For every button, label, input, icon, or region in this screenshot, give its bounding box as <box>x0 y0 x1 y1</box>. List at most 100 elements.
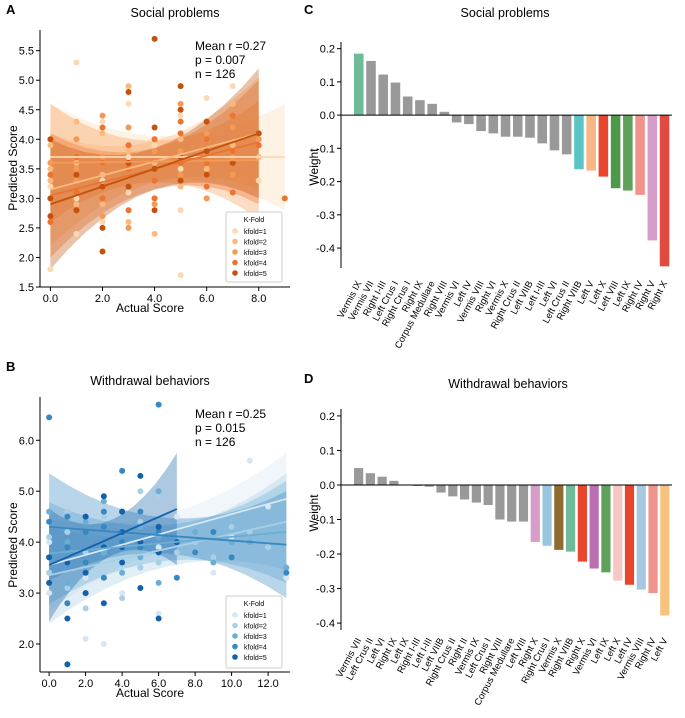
bar-left-iv <box>624 484 635 585</box>
legend-box <box>225 595 283 669</box>
data-point-kfold=2 <box>125 219 132 226</box>
data-point-kfold=5 <box>99 248 106 255</box>
bar-vermis-vii <box>366 60 376 116</box>
data-point-kfold=3 <box>155 488 162 495</box>
bar-vermis-x <box>500 115 511 137</box>
data-point-kfold=4 <box>64 544 71 551</box>
bar-left-x <box>598 115 609 177</box>
data-point-kfold=3 <box>155 579 162 586</box>
data-point-kfold=2 <box>100 513 107 520</box>
data-point-kfold=2 <box>229 100 236 107</box>
y-tick-label: 6.0 <box>19 435 34 447</box>
bar-right-ix <box>389 480 399 485</box>
data-point-kfold=3 <box>192 528 199 535</box>
legend-title: K-Fold <box>244 217 265 224</box>
data-point-kfold=1 <box>229 83 236 90</box>
data-point-kfold=1 <box>177 112 184 119</box>
y-tick-label: 4.0 <box>19 134 34 146</box>
bar-right-ii <box>460 484 470 500</box>
panel-d-ylabel: Weight <box>307 494 321 532</box>
bar-right-x <box>659 115 670 267</box>
x-tick-label: 2.0 <box>78 678 93 690</box>
data-point-kfold=5 <box>46 579 53 586</box>
bar-left-i-iii <box>424 484 434 487</box>
data-point-kfold=2 <box>173 549 180 556</box>
data-point-kfold=3 <box>177 171 184 178</box>
y-tick-label: 5.0 <box>19 75 34 87</box>
y-tick-label: 5.5 <box>19 46 34 58</box>
data-point-kfold=1 <box>119 590 126 597</box>
data-point-kfold=4 <box>203 183 210 190</box>
data-point-kfold=4 <box>151 195 158 202</box>
legend-marker-kfold=3 <box>232 249 238 255</box>
data-point-kfold=4 <box>177 130 184 137</box>
data-point-kfold=3 <box>64 539 71 546</box>
data-point-kfold=1 <box>283 574 290 581</box>
bar-left-crus-i <box>390 82 401 116</box>
data-point-kfold=3 <box>283 564 290 571</box>
bar-vermis-x <box>554 484 564 550</box>
bar-right-vi <box>488 115 499 134</box>
data-point-kfold=4 <box>99 195 106 202</box>
legend-marker-kfold=4 <box>232 643 238 650</box>
data-point-kfold=2 <box>151 230 158 237</box>
data-point-kfold=4 <box>137 508 144 515</box>
data-point-kfold=1 <box>203 94 210 101</box>
y-tick-label: -0.4 <box>316 243 335 255</box>
data-point-kfold=4 <box>229 112 236 119</box>
data-point-kfold=2 <box>155 493 162 500</box>
y-tick-label: 3.5 <box>19 164 34 176</box>
data-point-kfold=5 <box>177 177 184 184</box>
data-point-kfold=3 <box>82 518 89 525</box>
data-point-kfold=2 <box>137 518 144 525</box>
data-point-kfold=2 <box>125 83 132 90</box>
legend-label-kfold=4: kfold=4 <box>244 645 267 652</box>
data-point-kfold=5 <box>82 590 89 597</box>
legend-label-kfold=3: kfold=3 <box>244 634 267 641</box>
x-tick-label: 10.0 <box>221 678 242 690</box>
panel-b-ylabel: Predicted Score <box>6 502 20 588</box>
legend-label-kfold=3: kfold=3 <box>244 250 267 257</box>
data-point-kfold=5 <box>177 83 184 90</box>
legend-title: K-Fold <box>244 601 265 608</box>
data-point-kfold=5 <box>73 207 80 214</box>
panel-c-letter: C <box>304 2 314 17</box>
bar-left-viib <box>436 484 446 493</box>
fit-line-kfold=1 <box>48 497 287 566</box>
data-point-kfold=4 <box>151 136 158 143</box>
bar-vermis-ix <box>354 53 364 116</box>
data-point-kfold=4 <box>82 559 89 566</box>
data-point-kfold=3 <box>177 148 184 155</box>
data-point-kfold=5 <box>151 207 158 214</box>
data-point-kfold=1 <box>73 230 80 237</box>
y-tick-label: 2.0 <box>19 639 34 651</box>
data-point-kfold=4 <box>173 574 180 581</box>
bar-right-viib <box>566 484 576 552</box>
y-tick-label: -0.3 <box>316 584 335 596</box>
data-point-kfold=2 <box>47 165 54 172</box>
panel-a-ylabel: Predicted Score <box>6 125 20 211</box>
legend-label-kfold=2: kfold=2 <box>244 624 267 631</box>
panel-a-title: Social problems <box>131 6 220 20</box>
data-point-kfold=4 <box>203 136 210 143</box>
stat-mean-r: Mean r =0.25 <box>195 407 266 421</box>
data-point-kfold=2 <box>47 177 54 184</box>
legend-marker-kfold=1 <box>232 228 238 234</box>
data-point-kfold=2 <box>177 183 184 190</box>
fit-line-kfold=3 <box>49 531 287 555</box>
data-point-kfold=5 <box>99 224 106 231</box>
stat-p-value: p = 0.007 <box>195 53 246 67</box>
data-point-kfold=1 <box>155 610 162 617</box>
x-tick-label: 0.0 <box>43 293 58 305</box>
data-point-kfold=4 <box>100 574 107 581</box>
data-point-kfold=3 <box>210 559 217 566</box>
bar-right-crus-i <box>542 484 552 546</box>
bar-vermis-vii <box>354 468 364 485</box>
y-tick-label: 0.1 <box>320 77 335 89</box>
scatter-chart-b: 2.0 3.0 4.0 5.0 6.0 0.0 2.0 4.0 6.0 8.0 10.0 12.0 Me… <box>19 397 290 690</box>
data-point-kfold=5 <box>137 472 144 479</box>
x-tick-label: 8.0 <box>187 678 202 690</box>
bar-right-viii <box>439 111 450 116</box>
bar-left-vi <box>549 115 560 151</box>
